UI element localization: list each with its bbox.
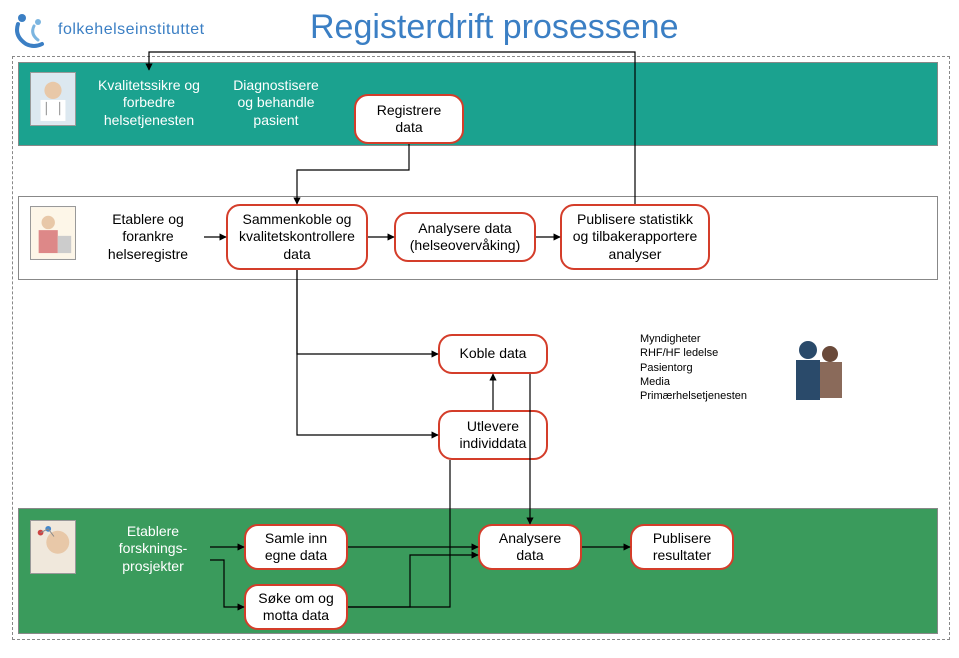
process-b9: Utlevereindividdata bbox=[438, 410, 548, 460]
process-line: Analysere data bbox=[418, 220, 511, 238]
process-line: og behandle bbox=[237, 94, 314, 112]
process-b2: Diagnostisereog behandlepasient bbox=[224, 70, 328, 136]
avatar-clinician bbox=[30, 72, 76, 126]
process-line: resultater bbox=[653, 547, 711, 565]
process-b12: Søke om ogmotta data bbox=[244, 584, 348, 630]
process-line: Analysere bbox=[499, 530, 561, 548]
process-b7: Publisere statistikkog tilbakerapportere… bbox=[560, 204, 710, 270]
process-b11: Samle innegne data bbox=[244, 524, 348, 570]
process-line: forsknings- bbox=[119, 540, 187, 558]
process-line: og tilbakerapportere bbox=[573, 228, 698, 246]
process-line: data bbox=[395, 119, 422, 137]
avatar-stakeholders bbox=[786, 334, 850, 404]
stakeholder-list: MyndigheterRHF/HF ledelsePasientorgMedia… bbox=[640, 332, 747, 403]
process-line: data bbox=[516, 547, 543, 565]
process-line: motta data bbox=[263, 607, 329, 625]
process-line: Koble data bbox=[460, 345, 527, 363]
logo-icon bbox=[12, 10, 52, 50]
process-line: Utlevere bbox=[467, 418, 519, 436]
logo: folkehelseinstituttet bbox=[12, 10, 205, 50]
stakeholder-line: RHF/HF ledelse bbox=[640, 346, 747, 360]
process-line: Søke om og bbox=[258, 590, 333, 608]
process-b10: Etablereforsknings-prosjekter bbox=[96, 520, 210, 578]
process-line: Sammenkoble og bbox=[243, 211, 352, 229]
stakeholder-line: Primærhelsetjenesten bbox=[640, 389, 747, 403]
process-line: Etablere bbox=[127, 523, 179, 541]
process-b6: Analysere data(helseovervåking) bbox=[394, 212, 536, 262]
stakeholder-line: Myndigheter bbox=[640, 332, 747, 346]
stakeholder-line: Media bbox=[640, 375, 747, 389]
process-line: Registrere bbox=[377, 102, 442, 120]
process-line: Samle inn bbox=[265, 530, 327, 548]
process-line: forankre bbox=[122, 228, 173, 246]
avatar-researcher bbox=[30, 520, 76, 574]
process-line: (helseovervåking) bbox=[410, 237, 521, 255]
process-b4: Etablere ogforankrehelseregistre bbox=[92, 208, 204, 266]
process-b13: Analyseredata bbox=[478, 524, 582, 570]
process-line: forbedre bbox=[123, 94, 175, 112]
process-line: Kvalitetssikre og bbox=[98, 77, 200, 95]
stakeholder-line: Pasientorg bbox=[640, 361, 747, 375]
process-line: Etablere og bbox=[112, 211, 184, 229]
process-line: egne data bbox=[265, 547, 327, 565]
process-line: individdata bbox=[460, 435, 527, 453]
process-line: data bbox=[283, 246, 310, 264]
process-line: Publisere statistikk bbox=[577, 211, 693, 229]
process-b8: Koble data bbox=[438, 334, 548, 374]
process-line: Publisere bbox=[653, 530, 711, 548]
process-line: pasient bbox=[253, 112, 298, 130]
process-b3: Registreredata bbox=[354, 94, 464, 144]
process-line: helseregistre bbox=[108, 246, 188, 264]
process-line: analyser bbox=[609, 246, 662, 264]
process-line: Diagnostisere bbox=[233, 77, 319, 95]
process-line: helsetjenesten bbox=[104, 112, 194, 130]
process-line: kvalitetskontrollere bbox=[239, 228, 355, 246]
avatar-registrar bbox=[30, 206, 76, 260]
process-line: prosjekter bbox=[122, 558, 183, 576]
process-b5: Sammenkoble ogkvalitetskontrolleredata bbox=[226, 204, 368, 270]
page-title: Registerdrift prosessene bbox=[310, 8, 679, 47]
process-b1: Kvalitetssikre ogforbedrehelsetjenesten bbox=[88, 70, 210, 136]
process-b14: Publisereresultater bbox=[630, 524, 734, 570]
logo-text: folkehelseinstituttet bbox=[58, 21, 205, 39]
